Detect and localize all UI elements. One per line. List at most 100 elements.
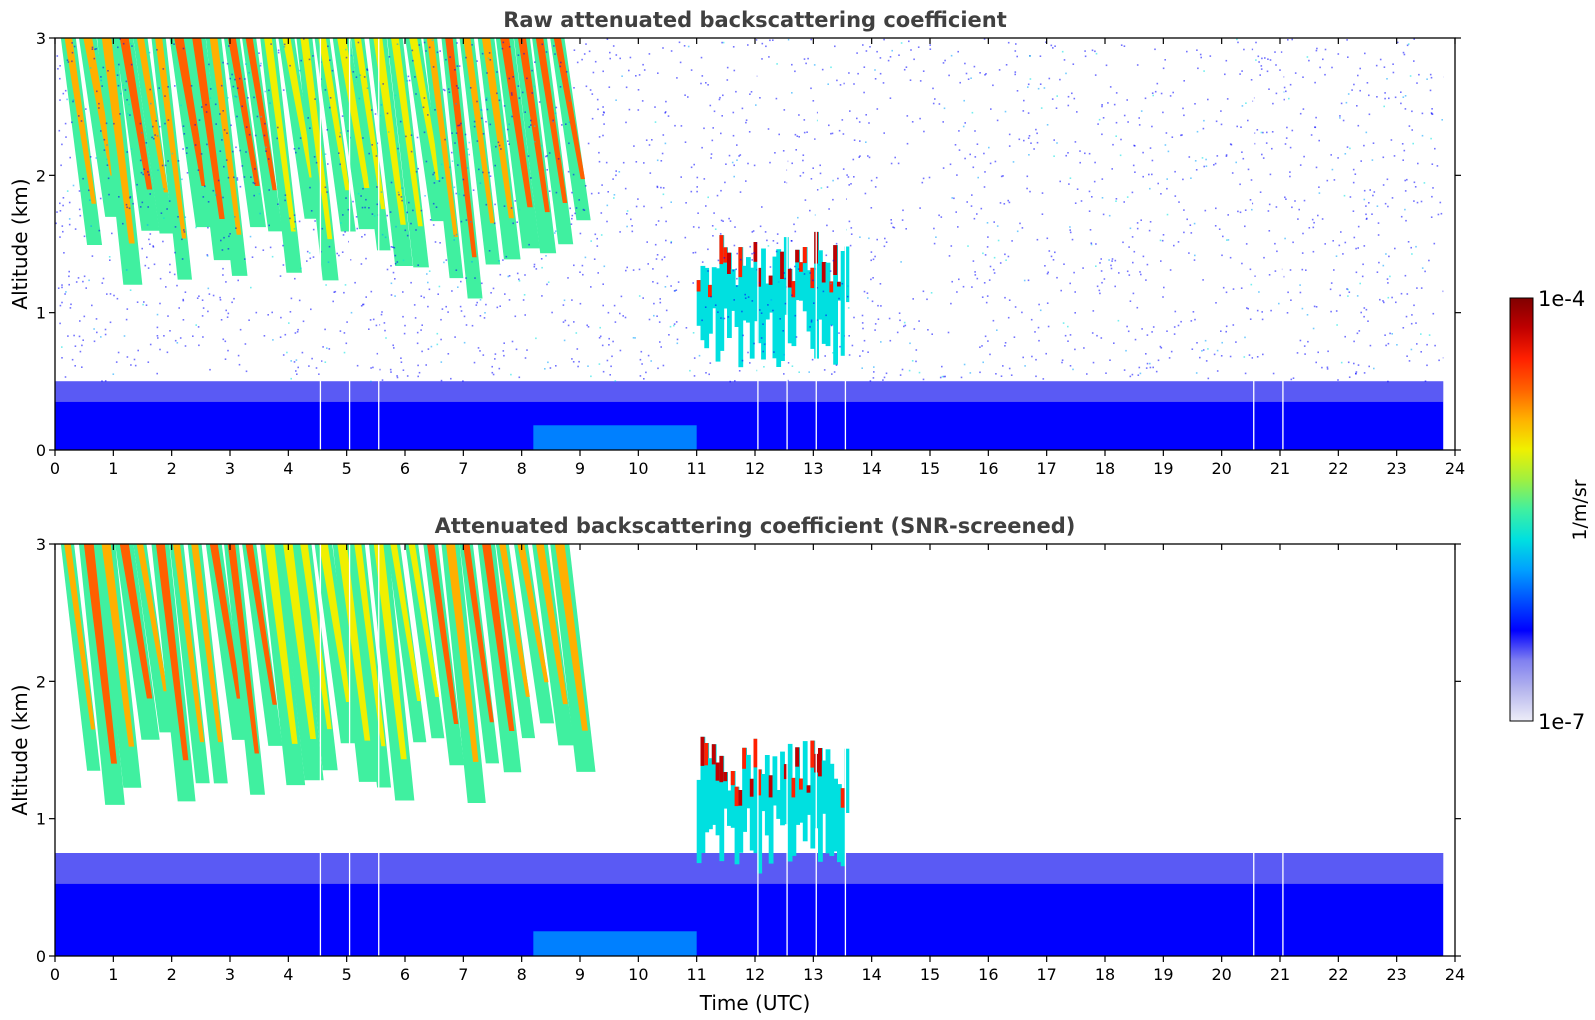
noise-pixel	[759, 97, 761, 99]
noise-pixel	[453, 186, 456, 189]
noise-pixel	[371, 213, 374, 215]
noise-pixel	[1146, 362, 1149, 365]
cloud-column	[696, 779, 702, 864]
noise-pixel	[1156, 82, 1159, 85]
noise-pixel	[60, 164, 62, 167]
noise-pixel	[1115, 121, 1118, 124]
noise-pixel	[799, 175, 802, 177]
cloud-core	[783, 764, 788, 780]
noise-pixel	[424, 195, 426, 197]
noise-pixel	[324, 328, 326, 331]
noise-pixel	[200, 153, 203, 155]
noise-pixel	[1242, 157, 1245, 160]
noise-pixel	[901, 219, 904, 221]
noise-pixel	[331, 69, 334, 72]
noise-pixel	[465, 277, 467, 279]
noise-pixel	[1438, 359, 1440, 362]
noise-pixel	[577, 365, 579, 368]
noise-pixel	[209, 88, 212, 90]
noise-pixel	[950, 302, 952, 305]
noise-pixel	[201, 106, 203, 108]
noise-pixel	[568, 142, 570, 145]
noise-pixel	[390, 282, 393, 285]
noise-pixel	[394, 278, 396, 280]
noise-pixel	[503, 105, 506, 107]
noise-pixel	[328, 348, 331, 350]
noise-pixel	[764, 231, 767, 233]
noise-pixel	[209, 97, 212, 99]
noise-pixel	[726, 79, 729, 81]
noise-pixel	[1041, 213, 1044, 215]
noise-pixel	[249, 235, 252, 238]
noise-pixel	[1171, 136, 1174, 138]
noise-pixel	[73, 334, 75, 337]
noise-pixel	[496, 92, 498, 95]
noise-pixel	[406, 80, 408, 82]
noise-pixel	[986, 295, 989, 297]
noise-pixel	[775, 250, 778, 253]
noise-pixel	[414, 317, 417, 319]
noise-pixel	[719, 96, 721, 99]
noise-pixel	[1111, 168, 1113, 170]
noise-pixel	[209, 368, 211, 371]
noise-pixel	[164, 122, 166, 125]
noise-pixel	[1105, 64, 1108, 67]
noise-pixel	[345, 56, 348, 59]
noise-pixel	[183, 229, 185, 231]
noise-pixel	[767, 245, 770, 247]
noise-pixel	[198, 344, 200, 347]
noise-pixel	[1166, 187, 1168, 190]
noise-pixel	[1377, 222, 1380, 224]
noise-pixel	[159, 125, 161, 128]
cloud-column	[802, 247, 808, 312]
noise-pixel	[78, 335, 81, 338]
noise-pixel	[587, 365, 589, 367]
noise-pixel	[1410, 322, 1413, 325]
noise-pixel	[1162, 111, 1164, 114]
noise-pixel	[722, 94, 724, 97]
noise-pixel	[498, 367, 501, 370]
noise-pixel	[492, 373, 495, 376]
noise-pixel	[582, 273, 584, 276]
cloud-column	[780, 251, 785, 361]
noise-pixel	[1278, 302, 1280, 305]
cloud-core	[833, 245, 838, 275]
noise-pixel	[1072, 368, 1074, 371]
noise-pixel	[553, 45, 555, 47]
noise-pixel	[555, 191, 558, 194]
cloud-column	[840, 788, 846, 867]
noise-pixel	[89, 156, 92, 158]
noise-pixel	[414, 76, 416, 78]
feature-mid-level-cloud	[696, 736, 850, 874]
noise-pixel	[901, 368, 904, 371]
noise-pixel	[922, 70, 925, 72]
noise-pixel	[1225, 155, 1228, 157]
noise-pixel	[1220, 330, 1222, 332]
noise-pixel	[512, 222, 514, 225]
noise-pixel	[1432, 312, 1435, 315]
noise-pixel	[511, 115, 513, 118]
noise-pixel	[343, 291, 345, 294]
noise-pixel	[787, 38, 790, 41]
noise-pixel	[903, 325, 905, 328]
noise-pixel	[68, 223, 71, 226]
noise-pixel	[756, 39, 758, 41]
noise-pixel	[696, 176, 699, 179]
noise-pixel	[69, 307, 72, 309]
noise-pixel	[583, 53, 586, 55]
noise-pixel	[1128, 246, 1130, 248]
noise-pixel	[1216, 370, 1219, 372]
noise-pixel	[498, 260, 500, 262]
noise-pixel	[570, 223, 573, 225]
noise-pixel	[504, 293, 506, 295]
noise-pixel	[641, 100, 644, 102]
noise-pixel	[344, 284, 347, 286]
noise-pixel	[526, 349, 528, 351]
noise-pixel	[1022, 356, 1024, 359]
noise-pixel	[1262, 157, 1265, 159]
noise-pixel	[1221, 341, 1223, 344]
noise-pixel	[870, 207, 873, 209]
noise-pixel	[861, 322, 864, 324]
noise-pixel	[993, 221, 995, 223]
